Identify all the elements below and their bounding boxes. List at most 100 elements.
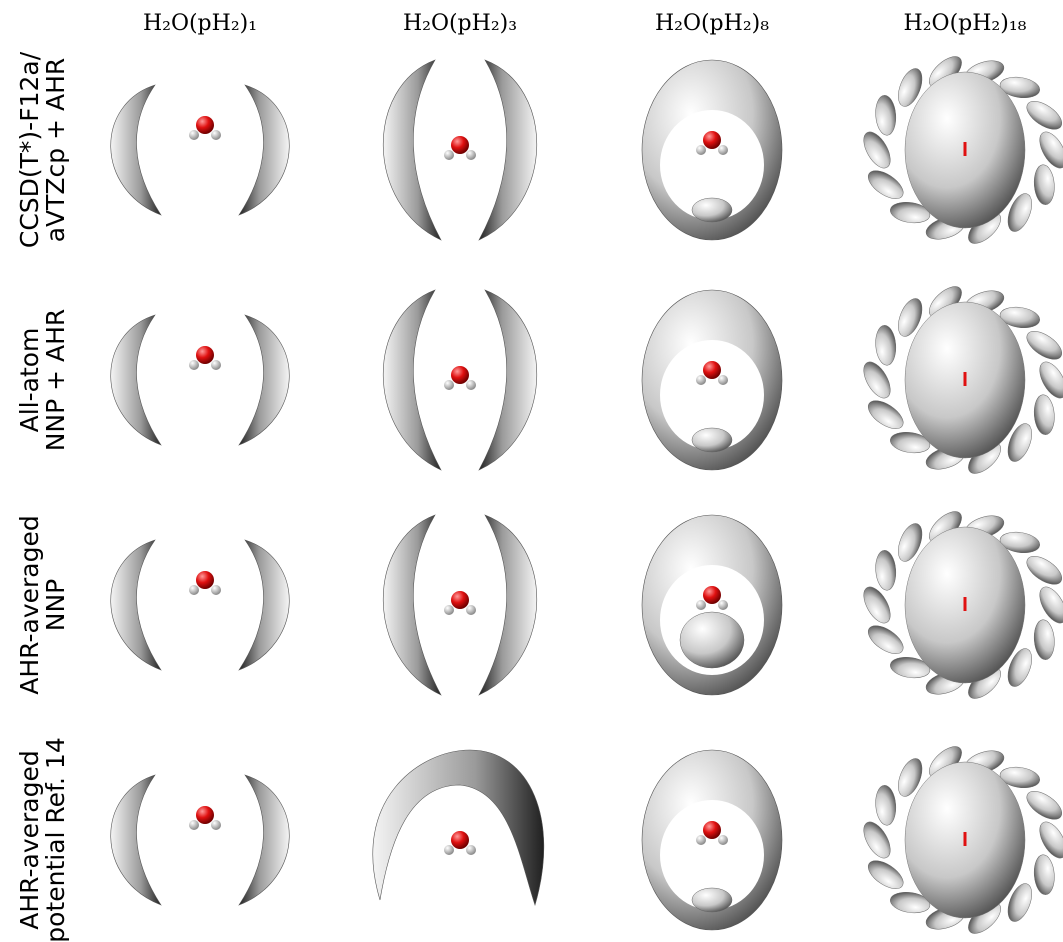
outer-lobe <box>898 758 923 797</box>
cell <box>641 289 783 471</box>
density-lobe <box>478 59 537 241</box>
hydrogen <box>189 360 199 370</box>
outer-lobe <box>890 891 931 914</box>
oxygen-hint <box>963 372 967 386</box>
outer-lobe <box>999 766 1040 789</box>
cell <box>863 511 1063 699</box>
density-lobe <box>383 59 442 241</box>
outer-lobe <box>1007 423 1032 462</box>
row-label: All-atom <box>15 328 44 433</box>
hydrogen <box>211 585 221 595</box>
oxygen-hint <box>963 832 967 846</box>
cell <box>110 314 290 446</box>
cell <box>863 286 1063 474</box>
outer-lobe <box>863 131 891 169</box>
density-lobe <box>238 774 290 906</box>
cell <box>110 774 290 906</box>
outer-lobe <box>868 170 904 199</box>
hydrogen <box>466 605 476 615</box>
density-lobe <box>478 289 537 471</box>
hydrogen <box>189 130 199 140</box>
outer-lobe <box>890 201 931 224</box>
outer-lobe <box>1033 394 1055 435</box>
row-label: NNP + AHR <box>41 309 70 452</box>
hydrogen <box>444 150 454 160</box>
outer-lobe <box>1007 193 1032 232</box>
outer-lobe <box>898 68 923 107</box>
renders <box>110 56 1063 934</box>
outer-lobe <box>875 325 897 366</box>
hydrogen <box>696 375 706 385</box>
hydrogen <box>718 600 728 610</box>
column-header: H₂O(pH₂)₁ <box>143 11 257 36</box>
row-label: AHR-averaged <box>15 750 44 930</box>
oxygen <box>451 831 469 849</box>
oxygen <box>703 361 721 379</box>
cell <box>383 59 537 241</box>
hydrogen <box>466 150 476 160</box>
outer-lobe <box>1026 331 1062 360</box>
row-label: CCSD(T*)-F12a/ <box>15 51 44 248</box>
density-lobe <box>383 514 442 696</box>
density-lobe <box>478 514 537 696</box>
oxygen-hint <box>963 597 967 611</box>
outer-lobe <box>890 656 931 679</box>
density-lobe <box>238 539 290 671</box>
outer-lobe <box>863 821 891 859</box>
outer-lobe <box>1039 586 1063 624</box>
hydrogen <box>444 845 454 855</box>
outer-lobe <box>1026 556 1062 585</box>
hydrogen <box>696 145 706 155</box>
hydrogen <box>466 845 476 855</box>
oxygen <box>196 571 214 589</box>
density-cap <box>691 887 733 913</box>
oxygen <box>196 806 214 824</box>
outer-lobe <box>868 400 904 429</box>
row-label: AHR-averaged <box>15 515 44 695</box>
oxygen <box>703 821 721 839</box>
cell <box>383 514 537 696</box>
density-lobe <box>110 84 162 216</box>
outer-lobe <box>1033 619 1055 660</box>
outer-lobe <box>868 860 904 889</box>
outer-lobe <box>868 625 904 654</box>
row-label: NNP <box>41 579 70 631</box>
outer-lobe <box>898 523 923 562</box>
oxygen <box>451 136 469 154</box>
outer-lobe <box>898 298 923 337</box>
density-lobe <box>383 289 442 471</box>
outer-lobe <box>875 785 897 826</box>
cell <box>110 84 290 216</box>
density-lobe <box>110 314 162 446</box>
hydrogen <box>466 380 476 390</box>
hydrogen <box>211 820 221 830</box>
outer-lobe <box>1033 854 1055 895</box>
outer-lobe <box>890 431 931 454</box>
hydrogen <box>718 375 728 385</box>
outer-lobe <box>1007 883 1032 922</box>
density-cap <box>691 197 733 223</box>
oxygen <box>196 116 214 134</box>
outer-lobe <box>1026 101 1062 130</box>
cell <box>383 289 537 471</box>
row-label: potential Ref. 14 <box>41 737 70 942</box>
cell <box>641 514 783 696</box>
hydrogen <box>718 835 728 845</box>
hydrogen <box>696 835 706 845</box>
outer-lobe <box>875 550 897 591</box>
cell <box>641 59 783 241</box>
outer-lobe <box>1007 648 1032 687</box>
outer-lobe <box>999 531 1040 554</box>
hydrogen <box>189 820 199 830</box>
outer-lobe <box>1039 361 1063 399</box>
hydrogen <box>189 585 199 595</box>
cell <box>372 749 545 907</box>
oxygen <box>451 366 469 384</box>
row-label: aVTZcp + AHR <box>41 58 70 243</box>
hydrogen <box>444 380 454 390</box>
hydrogen <box>718 145 728 155</box>
outer-lobe <box>1039 131 1063 169</box>
density-lobe <box>238 84 290 216</box>
shell-opening <box>660 110 764 220</box>
outer-lobe <box>1039 821 1063 859</box>
